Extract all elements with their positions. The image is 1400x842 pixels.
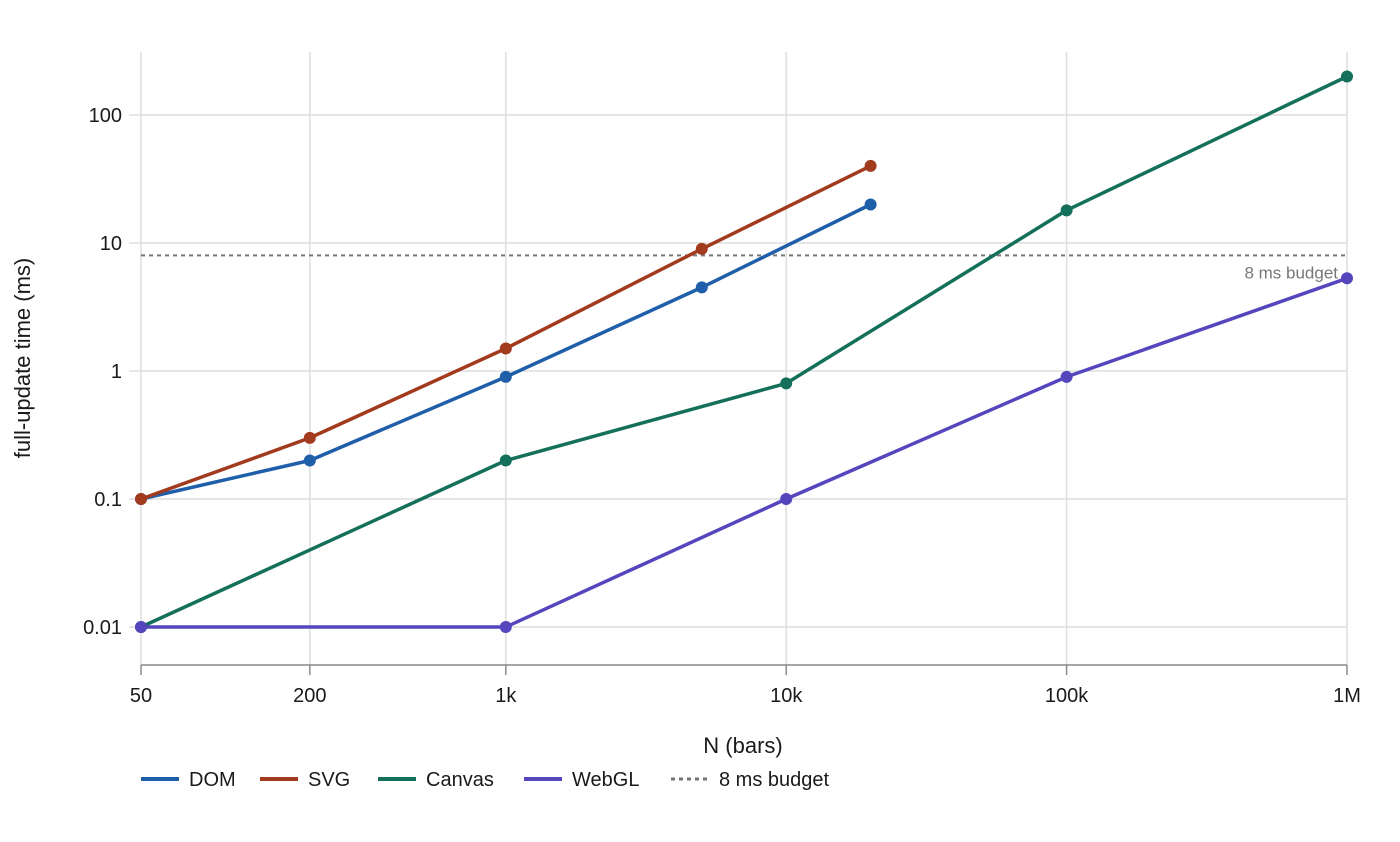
svg-point xyxy=(499,342,512,355)
canvas-point xyxy=(1060,204,1073,217)
series-webgl xyxy=(135,272,1353,633)
legend-label: 8 ms budget xyxy=(719,769,830,791)
y-tick-label: 0.1 xyxy=(94,489,122,511)
budget-reference: 8 ms budget xyxy=(141,254,1347,282)
x-tick-label: 100k xyxy=(1045,685,1089,707)
grid xyxy=(129,52,1348,665)
y-tick-label: 1 xyxy=(111,361,122,383)
axes: 50 200 1k 10k 100k 1M 0.01 0.1 1 10 100 xyxy=(83,105,1361,707)
y-tick-label: 10 xyxy=(100,233,122,255)
series-canvas xyxy=(135,70,1353,633)
x-tick-label: 200 xyxy=(293,685,326,707)
webgl-line xyxy=(139,276,1349,629)
webgl-point xyxy=(499,621,512,633)
dom-point xyxy=(695,281,708,294)
legend-item-8-ms-budget: 8 ms budget xyxy=(671,769,830,791)
canvas-point xyxy=(499,454,512,467)
canvas-line xyxy=(139,74,1349,629)
series xyxy=(135,70,1353,633)
y-tick-label: 0.01 xyxy=(83,617,122,639)
y-tick-label: 100 xyxy=(89,105,122,127)
x-tick-label: 1k xyxy=(495,685,517,707)
x-axis-title: N (bars) xyxy=(703,733,782,758)
legend-label: Canvas xyxy=(426,769,494,791)
webgl-point xyxy=(780,493,793,505)
webgl-point xyxy=(1341,272,1353,285)
svg-point xyxy=(303,431,316,444)
dom-point xyxy=(499,370,512,383)
legend-label: WebGL xyxy=(572,769,639,791)
legend: DOM SVG Canvas WebGL 8 ms budget xyxy=(141,769,830,791)
y-axis-title: full-update time (ms) xyxy=(10,258,35,459)
x-tick-label: 50 xyxy=(130,685,152,707)
canvas-point xyxy=(1341,70,1353,83)
svg-point xyxy=(135,493,147,505)
x-tick-label: 1M xyxy=(1333,685,1361,707)
legend-item-dom: DOM xyxy=(141,769,236,791)
legend-item-svg: SVG xyxy=(260,769,350,791)
webgl-point xyxy=(135,621,147,633)
legend-label: DOM xyxy=(189,769,236,791)
webgl-point xyxy=(1060,370,1073,383)
series-svg xyxy=(135,159,877,505)
dom-point xyxy=(303,454,316,467)
legend-label: SVG xyxy=(308,769,350,791)
legend-item-canvas: Canvas xyxy=(378,769,494,791)
legend-item-webgl: WebGL xyxy=(524,769,639,791)
x-tick-label: 10k xyxy=(770,685,803,707)
budget-reference-label: 8 ms budget xyxy=(1244,263,1338,282)
svg-point xyxy=(864,159,877,172)
canvas-point xyxy=(780,377,793,390)
dom-point xyxy=(864,198,877,211)
svg-point xyxy=(695,242,708,255)
